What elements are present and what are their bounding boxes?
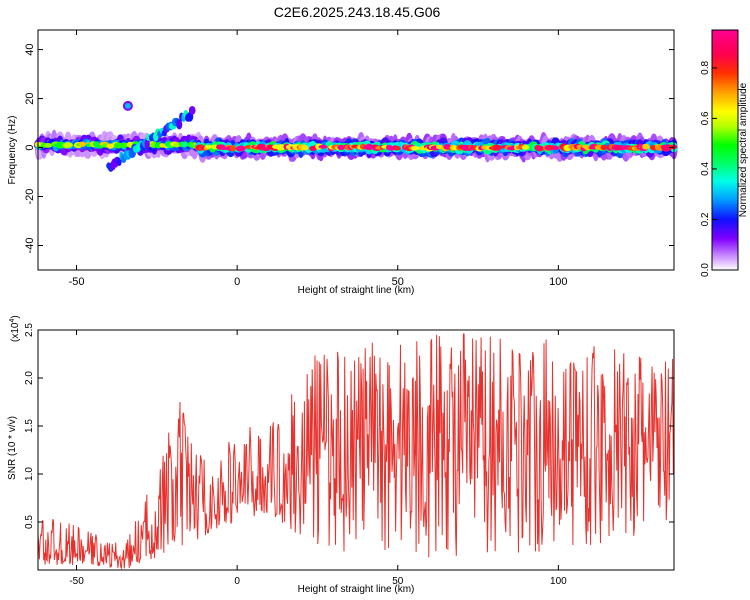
colorbar-tick-label: 0.4: [700, 162, 711, 176]
spectral-feature-0: [78, 141, 86, 147]
colorbar: 0.0 0.2 0.4 0.6 0.8 Normalized spectral ampl…: [700, 29, 749, 277]
spectral-feature-1: [521, 145, 530, 150]
colorbar-gradient: [712, 30, 738, 270]
x-tick-label: 0: [234, 276, 240, 288]
y-tick-label: 0.5: [24, 515, 35, 529]
x-tick-label: 50: [392, 276, 404, 288]
y-tick-label: 20: [24, 92, 36, 104]
snr-y-ticks: 0.5 1.0 1.5 2.0 2.5: [24, 323, 674, 529]
spectral-feature-1: [642, 143, 650, 150]
y-tick-label: 1.0: [24, 467, 35, 481]
spectral-feature-1: [301, 145, 309, 151]
spectral-feature-2: [188, 106, 196, 115]
colorbar-tick-label: 0.8: [700, 61, 711, 75]
spectrogram-marks: [33, 100, 678, 172]
x-tick-label: -50: [69, 576, 84, 587]
spectral-feature-1: [205, 144, 213, 149]
spectral-feature-1: [393, 146, 401, 151]
spectral-feature-0: [119, 142, 129, 148]
spectrogram-frame: [37, 29, 675, 271]
spectral-feature-1: [275, 144, 286, 151]
spectral-feature-1: [337, 144, 345, 151]
spectrogram-x-axis-label: Height of straight line (km): [298, 285, 415, 296]
x-tick-label: 100: [550, 576, 567, 587]
spectral-feature-1: [435, 144, 443, 150]
spectral-feature-1: [493, 144, 502, 151]
spectral-feature-2: [176, 119, 183, 130]
x-tick-label: 50: [392, 576, 404, 587]
snr-frame: [37, 329, 675, 571]
y-tick-label: 1.5: [24, 419, 35, 433]
figure-title: C2E6.2025.243.18.45.G06: [274, 4, 441, 20]
spectral-feature-0: [43, 143, 53, 148]
spectral-feature-2: [144, 139, 150, 150]
spectral-feature-1: [410, 146, 420, 151]
x-tick-label: -50: [69, 276, 85, 288]
svg-text:(x104): (x104): [9, 315, 21, 342]
snr-y-axis-label: SNR (10 * v/v): [7, 416, 18, 480]
y-tick-label: 40: [24, 43, 36, 55]
colorbar-frame: [711, 29, 739, 271]
y-tick-label: 0: [24, 144, 36, 150]
spectral-feature-1: [235, 145, 246, 152]
spectrogram-panel: -50 0 50 100 40 20 0 -20 -40 Height of straight…: [7, 29, 678, 296]
snr-y-multiplier: (x104): [9, 315, 21, 342]
y-tick-label: 2.5: [24, 323, 35, 337]
snr-panel: -50 0 50 100 0.5 1.0 1.5 2.0 2.5 Height of stra…: [7, 315, 675, 595]
spectral-feature-0: [63, 142, 73, 148]
y-tick-label: 2.0: [24, 371, 35, 385]
colorbar-tick-label: 0.0: [700, 263, 711, 277]
y-tick-label: -20: [24, 189, 36, 205]
spectral-feature-3: [124, 102, 131, 109]
colorbar-ticks: 0.0 0.2 0.4 0.6 0.8: [700, 61, 717, 277]
spectral-feature-2: [117, 157, 122, 167]
spectral-feature-1: [318, 144, 328, 149]
colorbar-tick-label: 0.6: [700, 111, 711, 125]
snr-multiplier-close: ): [10, 315, 21, 318]
snr-x-ticks: -50 0 50 100: [69, 330, 567, 587]
spectral-feature-1: [229, 145, 236, 152]
spectral-feature-0: [181, 141, 189, 148]
snr-series-line: [37, 333, 675, 571]
spectral-feature-1: [551, 145, 560, 151]
spectrogram-y-axis-label: Frequency (Hz): [7, 116, 18, 185]
y-tick-label: -40: [24, 238, 36, 254]
x-tick-label: 0: [234, 576, 240, 587]
snr-multiplier-exponent: 4: [9, 319, 16, 323]
spectrogram-x-ticks: -50 0 50 100: [69, 30, 568, 288]
colorbar-label: Normalized spectral amplitude: [738, 82, 749, 217]
x-tick-label: 100: [549, 276, 567, 288]
colorbar-tick-label: 0.2: [700, 212, 711, 226]
spectrogram-y-ticks: 40 20 0 -20 -40: [24, 43, 674, 253]
spectral-feature-1: [211, 144, 219, 150]
snr-multiplier-base: (x10: [10, 322, 21, 342]
snr-x-axis-label: Height of straight line (km): [298, 584, 415, 595]
spectral-feature-1: [600, 144, 608, 151]
